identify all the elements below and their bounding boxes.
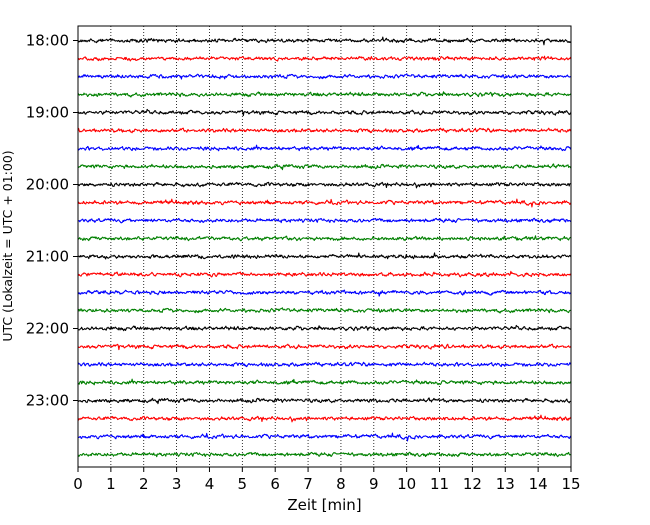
trace-13 [77,270,572,278]
x-tick-label-6: 6 [270,475,280,493]
x-tick-label-2: 2 [139,475,149,493]
trace-5 [77,127,572,134]
x-tick-label-1: 1 [106,475,116,493]
x-tick-label-10: 10 [397,475,416,493]
y-tick-label-2: 20:00 [26,176,69,194]
trace-17 [77,343,572,351]
trace-20 [77,397,572,405]
trace-11 [77,235,572,242]
trace-2 [77,73,572,80]
y-tick-label-5: 23:00 [26,392,69,410]
x-tick-label-11: 11 [430,475,449,493]
trace-16 [77,324,572,332]
trace-10 [77,217,572,224]
trace-6 [77,144,572,152]
x-axis-label: Zeit [min] [287,496,361,514]
trace-14 [77,289,572,297]
trace-7 [77,163,572,171]
trace-9 [77,198,572,208]
x-tick-label-0: 0 [73,475,83,493]
x-tick-label-14: 14 [529,475,548,493]
x-tick-label-3: 3 [172,475,182,493]
x-tick-label-15: 15 [561,475,580,493]
y-tick-label-1: 19:00 [26,104,69,122]
trace-21 [77,414,572,423]
x-ticks: 0 1 2 3 4 5 6 7 8 9 10 11 12 13 14 15 [73,467,581,493]
y-axis-label: UTC (Lokalzeit = UTC + 01:00) [0,150,15,341]
trace-22 [77,432,572,442]
trace-1 [77,55,572,62]
trace-8 [77,181,572,189]
x-tick-label-12: 12 [463,475,482,493]
x-tick-label-9: 9 [369,475,379,493]
x-tick-label-4: 4 [205,475,215,493]
trace-4 [77,108,572,117]
y-ticks: 18:00 19:00 20:00 21:00 22:00 23:00 [26,32,78,410]
x-tick-label-7: 7 [303,475,313,493]
x-tick-label-8: 8 [336,475,346,493]
x-tick-label-5: 5 [238,475,248,493]
trace-19 [77,378,572,386]
trace-layer [77,36,572,458]
trace-18 [77,361,572,368]
trace-3 [77,91,572,98]
trace-0 [77,36,572,46]
trace-23 [77,451,572,458]
x-tick-label-13: 13 [496,475,515,493]
trace-12 [77,252,572,260]
y-tick-label-0: 18:00 [26,32,69,50]
plot-frame [77,25,572,468]
trace-15 [77,307,572,314]
y-tick-label-4: 22:00 [26,320,69,338]
y-tick-label-3: 21:00 [26,248,69,266]
